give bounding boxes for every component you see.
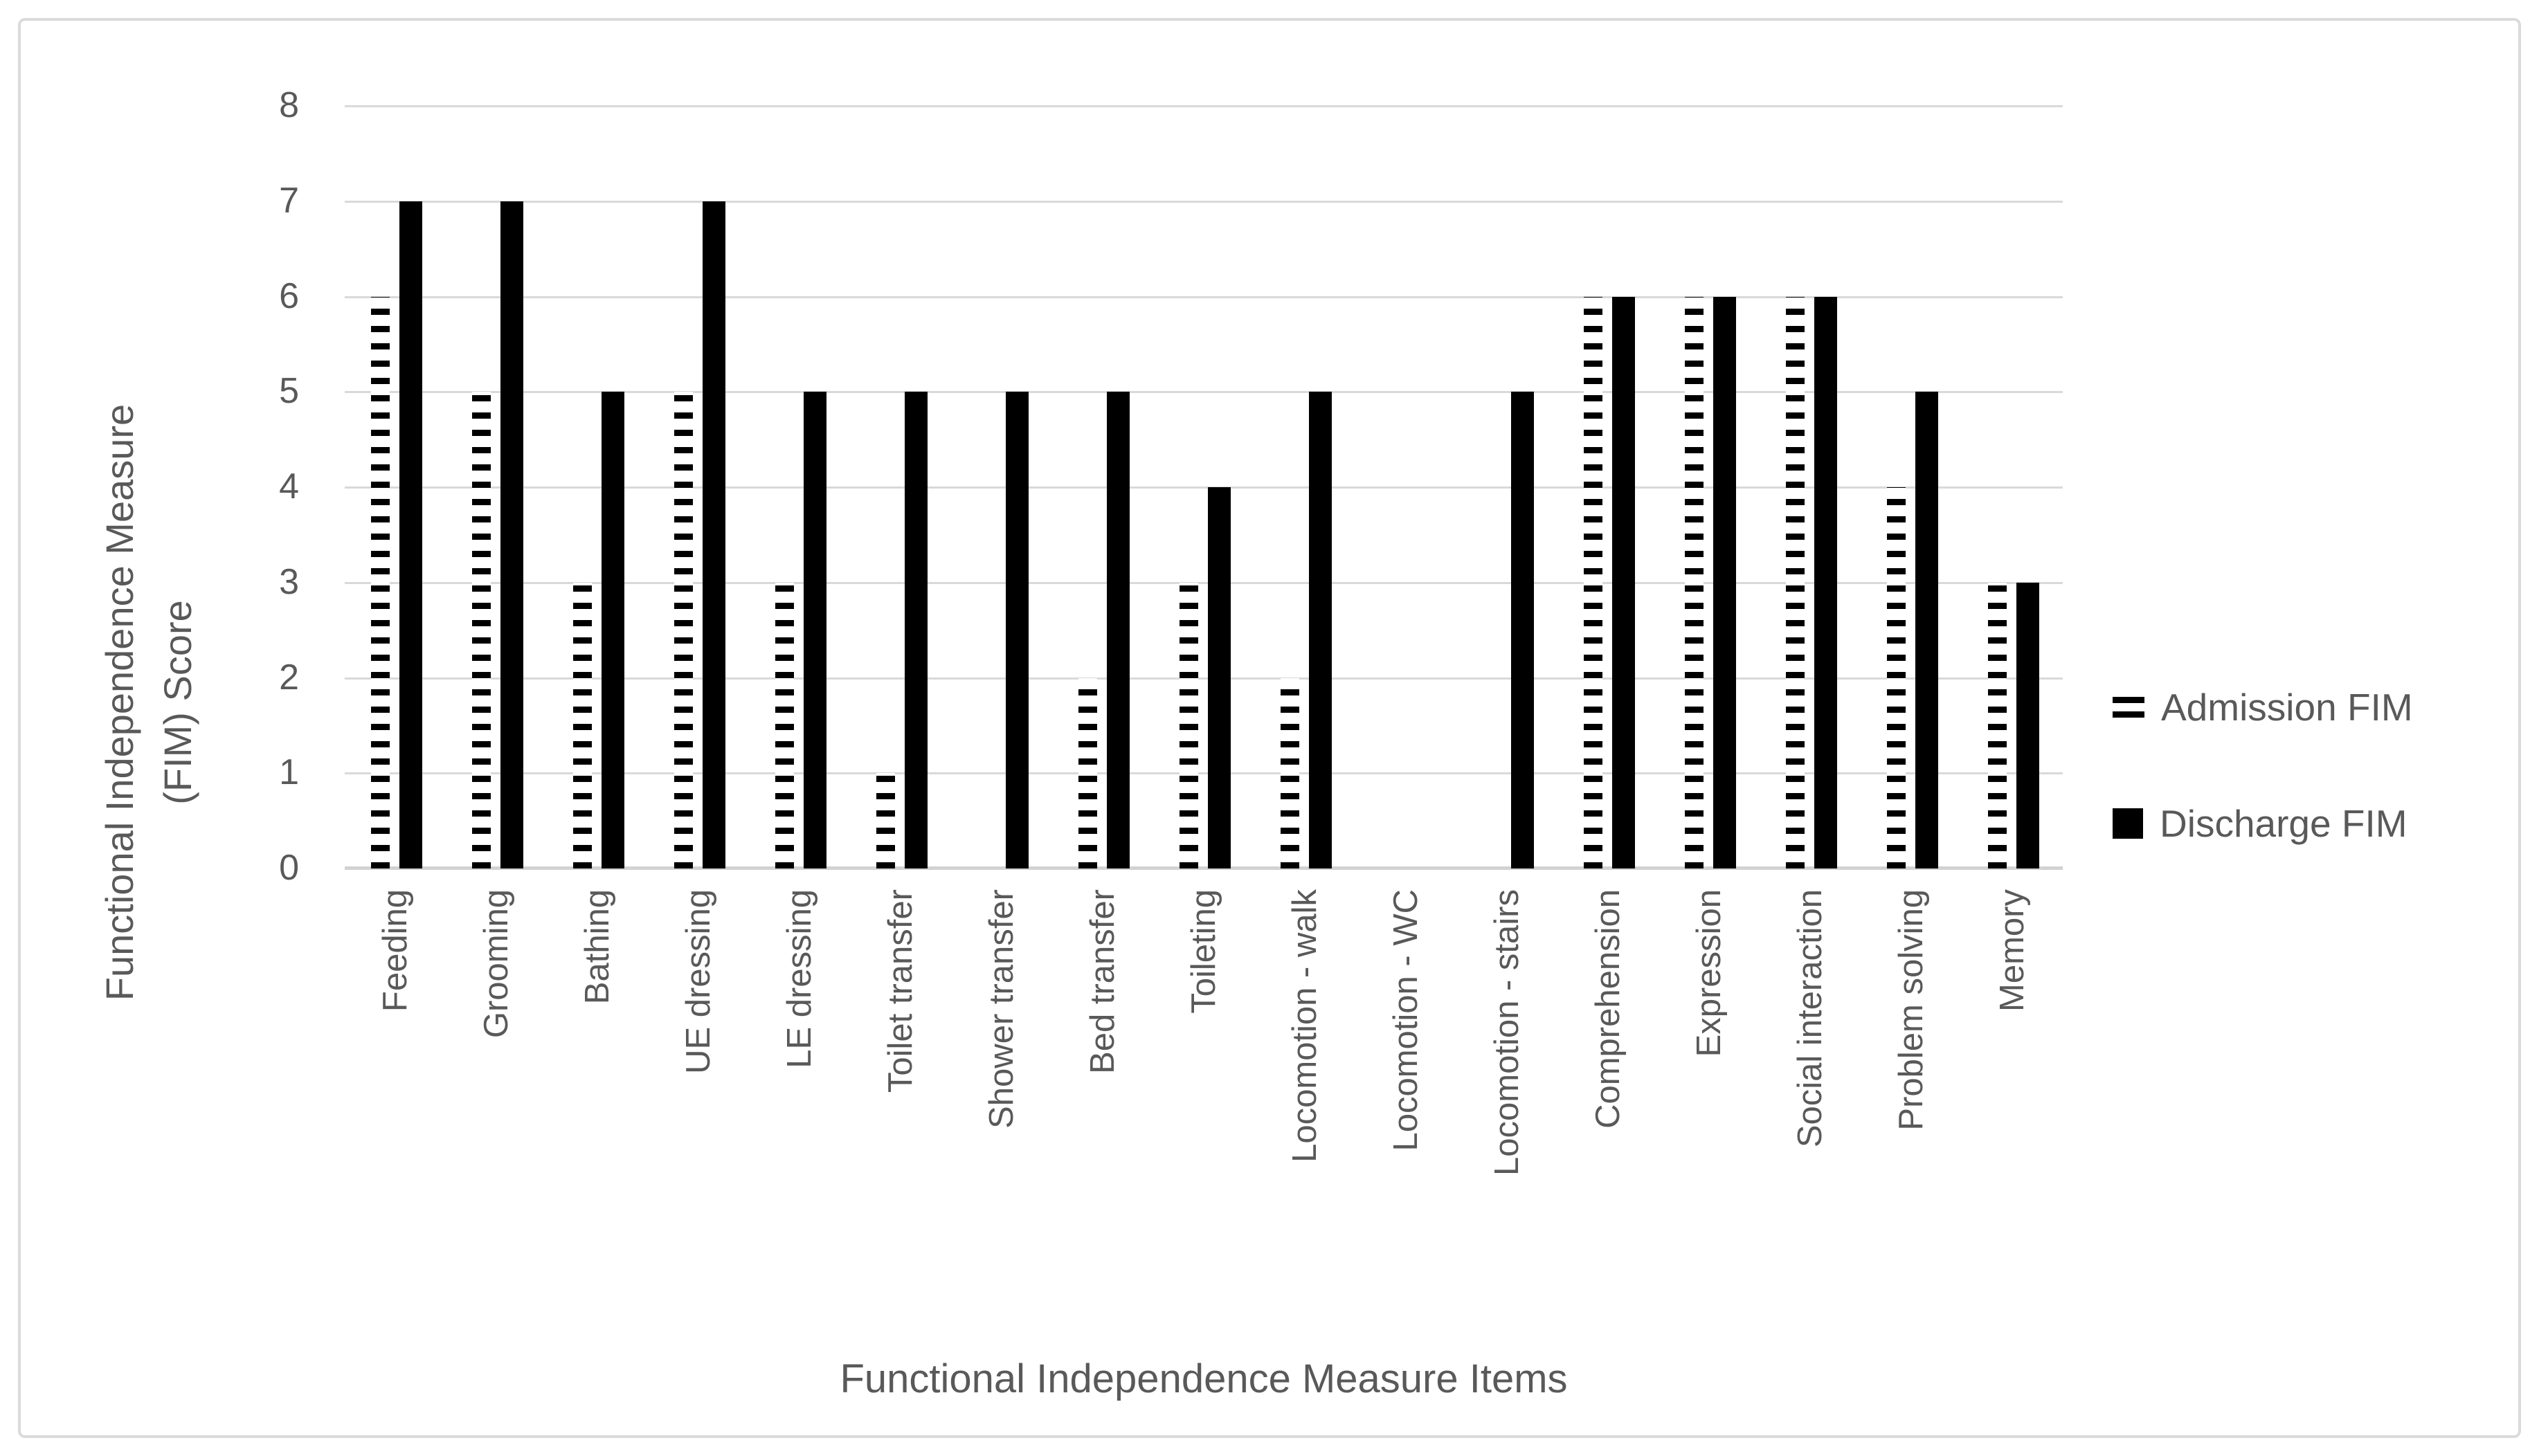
x-axis-line [345, 866, 2063, 870]
bar-dashed-expression [1683, 296, 1706, 868]
x-axis-title: Functional Independence Measure Items [840, 1356, 1568, 1401]
solid-swatch-icon [2113, 808, 2143, 839]
x-label-expression: Expression [1690, 889, 1728, 1057]
y-tick-label-3: 3 [279, 561, 299, 602]
bar-dashed-bathing [571, 582, 594, 868]
bar-solid-ue-dressing [702, 201, 725, 868]
x-label-feeding: Feeding [377, 889, 414, 1012]
x-label-locomotion-walk: Locomotion - walk [1286, 889, 1323, 1163]
bar-dashed-feeding [369, 296, 392, 868]
gridline-y7 [345, 200, 2063, 203]
x-label-problem-solving: Problem solving [1892, 889, 1930, 1131]
legend-item-discharge-fim: Discharge FIM [2113, 801, 2407, 846]
gridline-y1 [345, 772, 2063, 775]
bar-solid-social-interaction [1814, 296, 1837, 868]
x-label-bathing: Bathing [579, 889, 616, 1005]
x-label-toileting: Toileting [1185, 889, 1222, 1014]
bar-dashed-le-dressing [773, 582, 796, 868]
bar-solid-locomotion-walk [1308, 392, 1332, 868]
bar-dashed-locomotion-walk [1278, 677, 1301, 868]
x-label-memory: Memory [1994, 889, 2031, 1012]
x-label-grooming: Grooming [478, 889, 515, 1039]
bar-solid-toilet-transfer [904, 392, 928, 868]
x-label-ue-dressing: UE dressing [680, 889, 717, 1074]
y-tick-label-2: 2 [279, 657, 299, 698]
gridline-y8 [345, 105, 2063, 107]
legend-label: Discharge FIM [2160, 802, 2407, 845]
x-label-bed-transfer: Bed transfer [1084, 889, 1121, 1074]
bar-solid-memory [2016, 582, 2039, 868]
bar-solid-grooming [500, 201, 523, 868]
bar-solid-expression [1713, 296, 1736, 868]
gridline-y2 [345, 677, 2063, 680]
y-tick-label-4: 4 [279, 466, 299, 507]
x-label-comprehension: Comprehension [1589, 889, 1627, 1129]
bar-solid-problem-solving [1915, 392, 1938, 868]
plot-area [345, 105, 2063, 870]
legend-label: Admission FIM [2161, 686, 2413, 729]
gridline-y3 [345, 581, 2063, 584]
bar-dashed-grooming [470, 392, 493, 868]
bar-solid-shower-transfer [1005, 392, 1029, 868]
bar-dashed-ue-dressing [672, 392, 695, 868]
y-tick-label-6: 6 [279, 275, 299, 316]
x-label-toilet-transfer: Toilet transfer [882, 889, 919, 1093]
bar-solid-le-dressing [803, 392, 826, 868]
bar-solid-bathing [601, 392, 624, 868]
y-tick-label-5: 5 [279, 371, 299, 412]
gridline-y6 [345, 295, 2063, 298]
bar-solid-toileting [1207, 487, 1231, 868]
bar-dashed-toileting [1177, 582, 1200, 868]
y-tick-label-0: 0 [279, 848, 299, 888]
x-label-social-interaction: Social interaction [1791, 889, 1829, 1148]
x-label-locomotion-wc: Locomotion - WC [1387, 889, 1425, 1152]
bar-solid-locomotion-stairs [1510, 392, 1534, 868]
bar-dashed-bed-transfer [1076, 677, 1099, 868]
y-tick-label-7: 7 [279, 180, 299, 221]
x-label-shower-transfer: Shower transfer [983, 889, 1020, 1129]
bar-solid-comprehension [1611, 296, 1635, 868]
bar-solid-bed-transfer [1106, 392, 1130, 868]
y-tick-label-8: 8 [279, 85, 299, 125]
bar-dashed-memory [1986, 582, 2009, 868]
gridline-y4 [345, 486, 2063, 489]
bar-dashed-toilet-transfer [874, 773, 897, 868]
bar-dashed-social-interaction [1784, 296, 1807, 868]
bar-dashed-comprehension [1582, 296, 1605, 868]
bar-dashed-problem-solving [1885, 487, 1908, 868]
gridline-y5 [345, 391, 2063, 394]
dashed-swatch-icon [2113, 697, 2144, 718]
bar-solid-feeding [399, 201, 422, 868]
x-label-locomotion-stairs: Locomotion - stairs [1488, 889, 1526, 1176]
legend-item-admission-fim: Admission FIM [2113, 685, 2413, 729]
y-tick-label-1: 1 [279, 752, 299, 793]
chart-frame: Functional Independence Measure (FIM) Sc… [18, 18, 2521, 1438]
x-label-le-dressing: LE dressing [781, 889, 818, 1068]
